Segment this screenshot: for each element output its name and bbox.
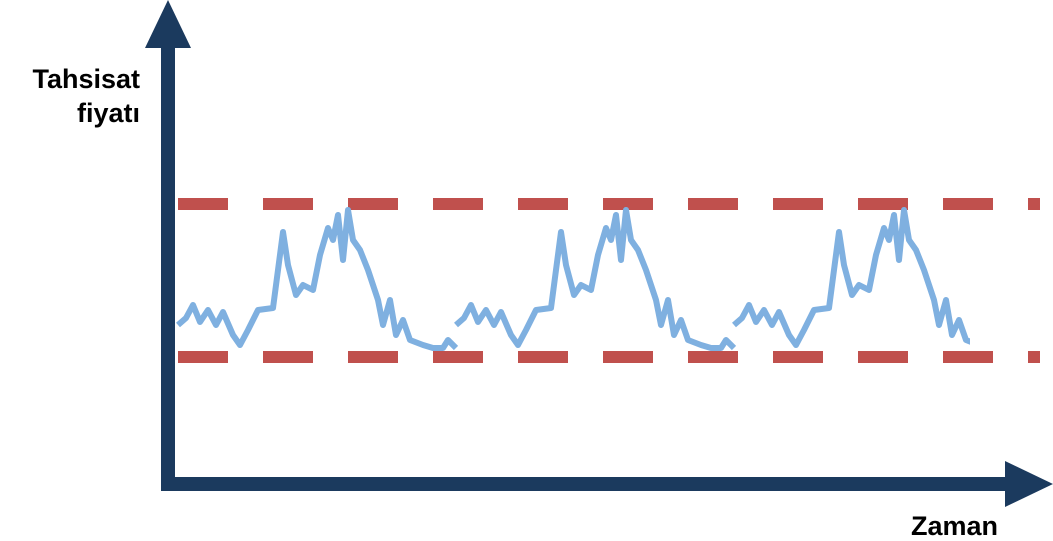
price-cycle xyxy=(178,210,456,348)
price-line xyxy=(178,210,1012,348)
x-axis xyxy=(161,477,1011,491)
y-axis xyxy=(161,40,175,491)
x-axis-arrow xyxy=(1005,461,1053,507)
dashed-bounds xyxy=(178,198,1040,363)
y-axis-label: fiyatı xyxy=(77,98,140,128)
y-axis-arrow xyxy=(145,0,191,48)
price-cycle xyxy=(734,210,1012,348)
y-axis-label: Tahsisat xyxy=(32,64,140,94)
x-axis-label: Zaman xyxy=(911,511,998,541)
axes xyxy=(145,0,1053,507)
price-cycle xyxy=(456,210,734,348)
